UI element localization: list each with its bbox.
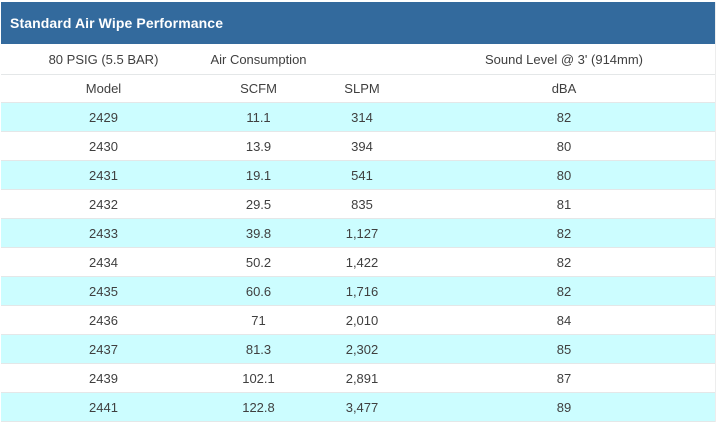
cell-slpm: 835 xyxy=(311,189,413,219)
cell-slpm: 2,302 xyxy=(311,334,413,364)
cell-slpm: 541 xyxy=(311,160,413,190)
group-header-air-consumption: Air Consumption xyxy=(206,44,311,75)
group-header-row: 80 PSIG (5.5 BAR) Air Consumption Sound … xyxy=(1,44,715,75)
cell-scfm: 13.9 xyxy=(206,131,311,161)
cell-model: 2431 xyxy=(1,160,206,190)
table-row: 2434 50.2 1,422 82 xyxy=(1,247,715,277)
panel-title-bar: Standard Air Wipe Performance xyxy=(1,2,715,44)
table-row: 2431 19.1 541 80 xyxy=(1,160,715,190)
cell-scfm: 29.5 xyxy=(206,189,311,219)
table-row: 2437 81.3 2,302 85 xyxy=(1,334,715,364)
cell-scfm: 71 xyxy=(206,305,311,335)
cell-dba: 82 xyxy=(413,247,715,277)
table-row: 2435 60.6 1,716 82 xyxy=(1,276,715,306)
column-header-dba: dBA xyxy=(413,74,715,103)
cell-model: 2435 xyxy=(1,276,206,306)
cell-model: 2430 xyxy=(1,131,206,161)
group-header-pressure: 80 PSIG (5.5 BAR) xyxy=(1,44,206,75)
cell-dba: 82 xyxy=(413,102,715,132)
air-wipe-performance-panel: Standard Air Wipe Performance 80 PSIG (5… xyxy=(1,2,716,422)
column-header-scfm: SCFM xyxy=(206,74,311,103)
cell-model: 2433 xyxy=(1,218,206,248)
performance-table: 80 PSIG (5.5 BAR) Air Consumption Sound … xyxy=(1,44,715,422)
cell-slpm: 1,716 xyxy=(311,276,413,306)
table-row: 2441 122.8 3,477 89 xyxy=(1,392,715,422)
cell-scfm: 60.6 xyxy=(206,276,311,306)
cell-slpm: 314 xyxy=(311,102,413,132)
cell-model: 2429 xyxy=(1,102,206,132)
cell-model: 2432 xyxy=(1,189,206,219)
cell-dba: 87 xyxy=(413,363,715,393)
cell-dba: 80 xyxy=(413,160,715,190)
group-header-sound-level: Sound Level @ 3' (914mm) xyxy=(413,44,715,75)
cell-scfm: 39.8 xyxy=(206,218,311,248)
column-header-model: Model xyxy=(1,74,206,103)
table-row: 2432 29.5 835 81 xyxy=(1,189,715,219)
cell-slpm: 1,422 xyxy=(311,247,413,277)
cell-dba: 82 xyxy=(413,276,715,306)
table-row: 2439 102.1 2,891 87 xyxy=(1,363,715,393)
cell-dba: 85 xyxy=(413,334,715,364)
panel-title: Standard Air Wipe Performance xyxy=(10,15,224,31)
cell-scfm: 11.1 xyxy=(206,102,311,132)
cell-model: 2434 xyxy=(1,247,206,277)
table-row: 2430 13.9 394 80 xyxy=(1,131,715,161)
cell-dba: 84 xyxy=(413,305,715,335)
cell-model: 2439 xyxy=(1,363,206,393)
cell-slpm: 394 xyxy=(311,131,413,161)
cell-model: 2436 xyxy=(1,305,206,335)
cell-dba: 89 xyxy=(413,392,715,422)
cell-slpm: 3,477 xyxy=(311,392,413,422)
cell-scfm: 81.3 xyxy=(206,334,311,364)
cell-dba: 80 xyxy=(413,131,715,161)
cell-model: 2441 xyxy=(1,392,206,422)
cell-scfm: 19.1 xyxy=(206,160,311,190)
cell-scfm: 122.8 xyxy=(206,392,311,422)
table-row: 2433 39.8 1,127 82 xyxy=(1,218,715,248)
cell-scfm: 50.2 xyxy=(206,247,311,277)
column-header-row: Model SCFM SLPM dBA xyxy=(1,74,715,103)
table-row: 2429 11.1 314 82 xyxy=(1,102,715,132)
table-body: 2429 11.1 314 82 2430 13.9 394 80 2431 19.1 541 80 2… xyxy=(1,102,715,422)
cell-dba: 81 xyxy=(413,189,715,219)
cell-slpm: 2,891 xyxy=(311,363,413,393)
cell-dba: 82 xyxy=(413,218,715,248)
cell-scfm: 102.1 xyxy=(206,363,311,393)
table-row: 2436 71 2,010 84 xyxy=(1,305,715,335)
cell-model: 2437 xyxy=(1,334,206,364)
cell-slpm: 1,127 xyxy=(311,218,413,248)
column-header-slpm: SLPM xyxy=(311,74,413,103)
cell-slpm: 2,010 xyxy=(311,305,413,335)
group-header-spacer xyxy=(311,44,413,75)
